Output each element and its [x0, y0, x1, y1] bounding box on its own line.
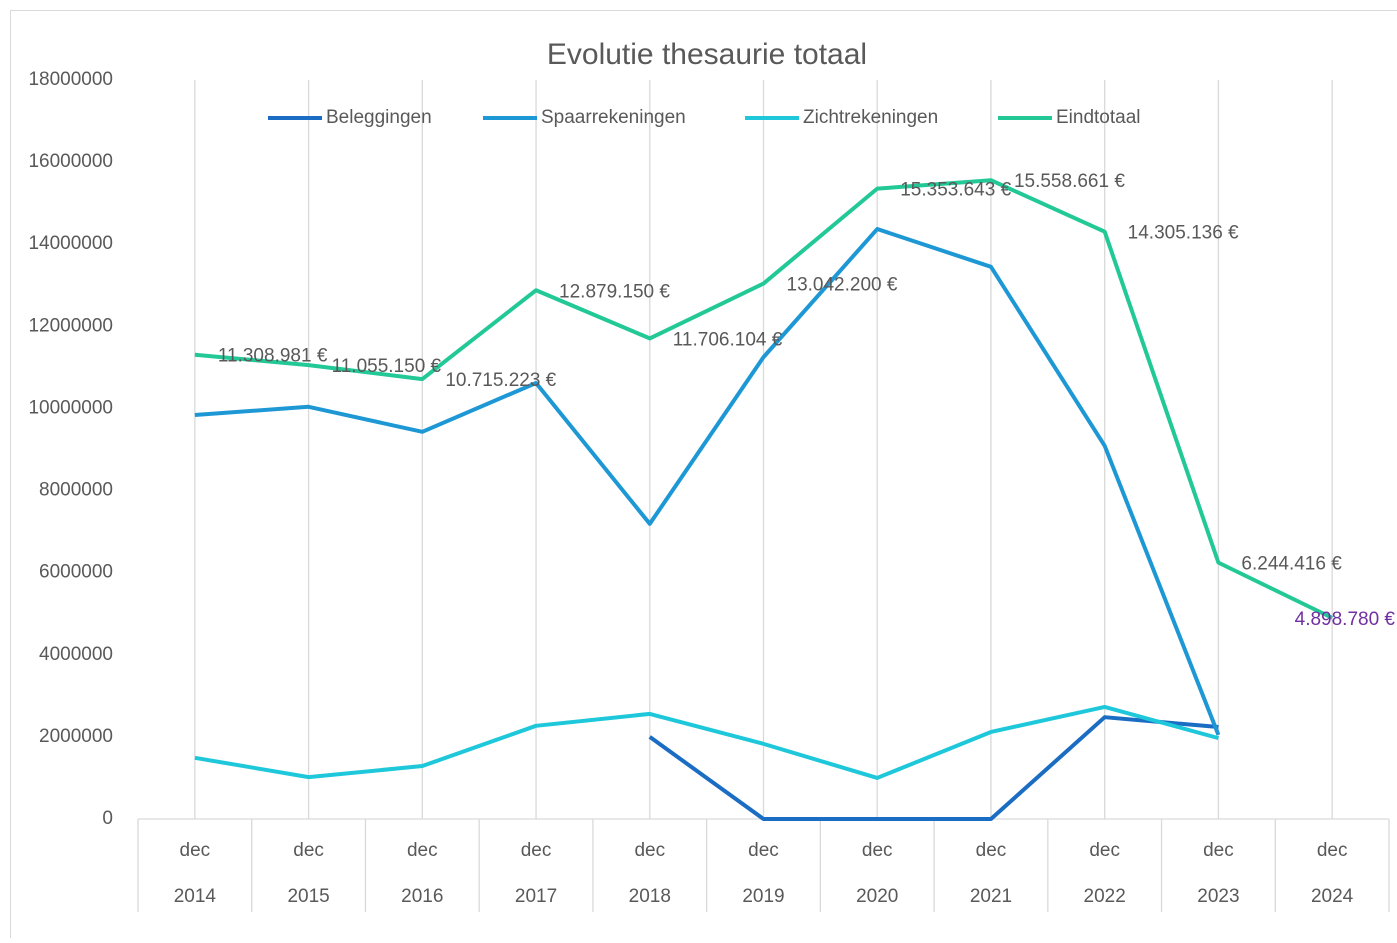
x-group-label: 2018	[629, 886, 671, 907]
data-label: 4.898.780 €	[1295, 609, 1396, 630]
y-tick-label: 6000000	[39, 562, 113, 583]
y-tick-label: 0	[102, 808, 113, 829]
legend-label: Eindtotaal	[1056, 107, 1141, 128]
x-tick-label: dec	[862, 840, 893, 861]
y-tick-label: 10000000	[28, 397, 113, 418]
x-tick-label: dec	[748, 840, 779, 861]
x-group-label: 2024	[1311, 886, 1354, 907]
x-group-label: 2022	[1084, 886, 1126, 907]
x-group-label: 2015	[287, 886, 329, 907]
chart-title: Evolutie thesaurie totaal	[547, 38, 867, 71]
x-tick-label: dec	[521, 840, 552, 861]
x-group-label: 2014	[174, 886, 217, 907]
y-tick-label: 16000000	[28, 151, 113, 172]
data-label: 14.305.136 €	[1128, 223, 1239, 244]
data-label: 10.715.223 €	[445, 370, 556, 391]
data-label: 11.706.104 €	[673, 329, 783, 350]
x-group-label: 2017	[515, 886, 557, 907]
legend-label: Spaarrekeningen	[541, 107, 686, 128]
data-label: 15.353.643 €	[900, 180, 1011, 201]
data-label: 11.055.150 €	[332, 356, 442, 377]
legend-label: Zichtrekeningen	[803, 107, 938, 128]
x-group-label: 2023	[1197, 886, 1239, 907]
y-tick-label: 2000000	[39, 726, 113, 747]
x-tick-label: dec	[634, 840, 665, 861]
x-group-label: 2016	[401, 886, 443, 907]
x-tick-label: dec	[1089, 840, 1120, 861]
x-tick-label: dec	[293, 840, 324, 861]
data-label: 11.308.981 €	[218, 346, 328, 367]
data-label: 13.042.200 €	[787, 275, 898, 296]
y-tick-label: 14000000	[28, 233, 113, 254]
x-group-label: 2021	[970, 886, 1012, 907]
x-group-label: 2019	[742, 886, 784, 907]
y-tick-label: 4000000	[39, 644, 113, 665]
x-tick-label: dec	[1317, 840, 1348, 861]
y-tick-label: 8000000	[39, 480, 113, 501]
x-tick-label: dec	[976, 840, 1007, 861]
data-label: 15.558.661 €	[1014, 171, 1125, 192]
data-label: 6.244.416 €	[1241, 554, 1342, 575]
x-tick-label: dec	[407, 840, 438, 861]
x-group-label: 2020	[856, 886, 898, 907]
y-tick-label: 18000000	[28, 69, 113, 90]
data-label: 12.879.150 €	[559, 281, 670, 302]
x-tick-label: dec	[180, 840, 211, 861]
x-tick-label: dec	[1203, 840, 1234, 861]
y-tick-label: 12000000	[28, 315, 113, 336]
legend-label: Beleggingen	[326, 107, 432, 128]
